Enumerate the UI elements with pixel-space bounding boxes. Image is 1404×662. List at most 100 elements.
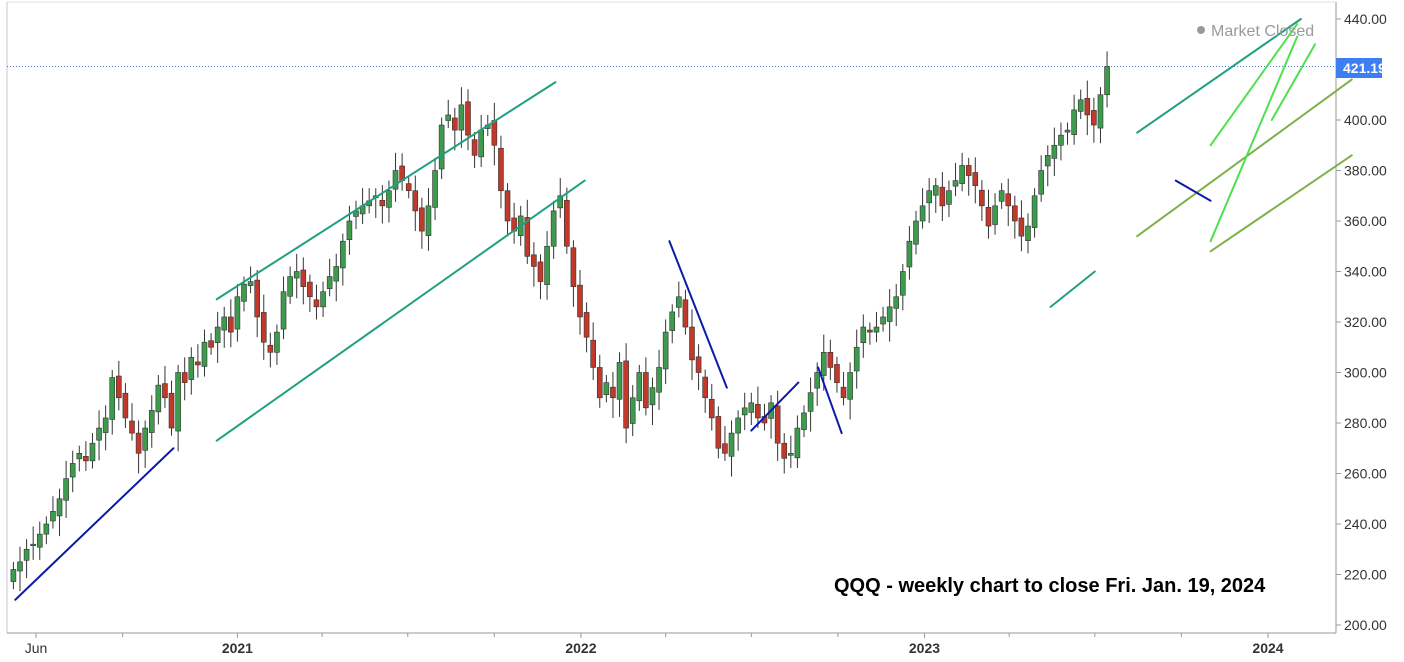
candle-down: [531, 242, 537, 287]
candle-up: [794, 415, 801, 468]
candle-up: [458, 87, 465, 148]
candle-down: [83, 441, 89, 471]
candle-up: [326, 258, 333, 297]
candle-up: [603, 375, 610, 403]
candle-down: [1012, 195, 1018, 239]
x-tick-label: Jun: [25, 640, 48, 656]
candle-down: [1091, 97, 1097, 143]
y-tick-label: 260.00: [1344, 466, 1387, 482]
trendline-navy: [668, 240, 728, 389]
candle-up: [741, 392, 748, 431]
status-dot-icon: [1197, 26, 1205, 34]
candle-up: [992, 193, 998, 235]
candle-up: [1058, 122, 1064, 161]
market-status: Market Closed: [1197, 23, 1314, 40]
candle-down: [570, 240, 577, 307]
candle-up: [913, 210, 919, 255]
candle-up: [550, 200, 557, 259]
candle-up: [1077, 89, 1084, 119]
candle-up: [69, 450, 76, 493]
candle-up: [669, 304, 676, 344]
candle-down: [168, 380, 175, 436]
trendline-lime: [1270, 43, 1317, 121]
candle-up: [656, 349, 662, 410]
candle-down: [590, 322, 596, 381]
candle-up: [1025, 213, 1031, 254]
candle-up: [873, 311, 880, 343]
y-tick-label: 360.00: [1344, 213, 1387, 229]
candle-up: [748, 392, 755, 426]
candle-up: [860, 314, 867, 358]
candle-down: [195, 344, 201, 378]
candle-down: [135, 420, 142, 474]
candle-down: [979, 180, 985, 221]
chart-caption: QQQ - weekly chart to close Fri. Jan. 19…: [834, 575, 1266, 597]
candle-down: [162, 365, 168, 408]
candle-up: [728, 420, 735, 477]
candle-up: [1031, 188, 1038, 238]
trendline-lime: [1209, 35, 1299, 243]
candle-down: [405, 176, 412, 199]
candle-up: [201, 329, 208, 377]
candle-down: [129, 403, 135, 441]
candle-down: [537, 254, 544, 300]
candle-down: [419, 197, 425, 249]
candle-down: [524, 199, 531, 264]
candle-up: [880, 306, 886, 332]
candle-down: [452, 107, 458, 151]
candle-up: [662, 319, 669, 385]
candle-down: [564, 187, 570, 254]
candle-down: [504, 183, 511, 237]
candle-up: [23, 539, 30, 579]
trendline-navy: [1174, 179, 1212, 202]
x-tick-label: 2023: [909, 640, 940, 656]
candle-down: [577, 269, 583, 335]
candle-down: [965, 157, 972, 196]
trendline-olive: [1136, 78, 1353, 238]
candle-up: [959, 152, 965, 192]
candle-up: [801, 405, 807, 438]
last-price-tag: 421.19: [1336, 58, 1386, 78]
candle-down: [834, 356, 840, 393]
trendline-teal: [1136, 18, 1302, 134]
candle-down: [722, 426, 728, 461]
candle-up: [274, 324, 280, 365]
y-tick-label: 240.00: [1344, 516, 1387, 532]
candle-up: [89, 433, 96, 469]
y-tick-label: 300.00: [1344, 365, 1387, 381]
candle-up: [814, 362, 820, 406]
candle-up: [906, 226, 913, 280]
candle-up: [76, 445, 83, 472]
candle-up: [221, 306, 228, 348]
trendline-teal: [1049, 270, 1096, 308]
candle-down: [313, 284, 320, 320]
candle-up: [788, 435, 794, 468]
candle-up: [1071, 94, 1077, 145]
candle-up: [102, 405, 109, 451]
trendline-teal: [215, 81, 557, 301]
candle-down: [689, 309, 695, 381]
y-tick-label: 440.00: [1344, 11, 1387, 27]
candle-down: [702, 369, 708, 413]
last-price-tag-text: 421.19: [1343, 60, 1386, 76]
trendline-olive: [1209, 154, 1353, 253]
candle-up: [109, 369, 116, 435]
candle-up: [247, 266, 254, 294]
candle-up: [43, 516, 50, 545]
candle-down: [840, 371, 847, 406]
candle-up: [1104, 51, 1110, 108]
candle-up: [63, 460, 69, 518]
trendline-navy: [817, 366, 843, 435]
candle-up: [333, 253, 340, 302]
candle-up: [425, 188, 432, 251]
candle-down: [827, 339, 834, 381]
candle-up: [148, 395, 155, 448]
candle-up: [392, 152, 399, 202]
candle-down: [623, 343, 629, 444]
candle-down: [260, 294, 267, 360]
candle-up: [893, 284, 900, 327]
candle-up: [1051, 127, 1058, 177]
candle-down: [471, 132, 478, 168]
candle-up: [735, 410, 741, 451]
candle-up: [847, 362, 853, 420]
